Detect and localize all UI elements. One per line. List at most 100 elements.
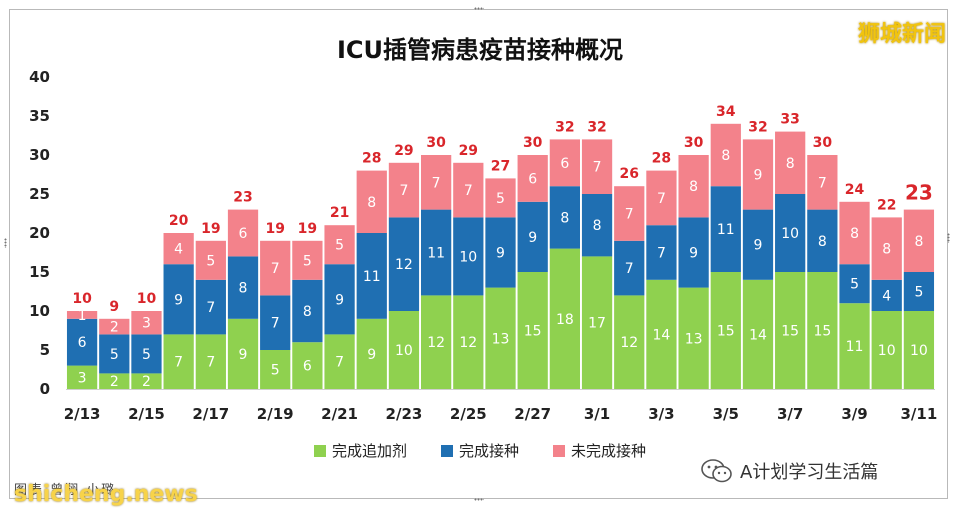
- bar-total-label: 23: [905, 181, 933, 205]
- bar-total-label: 28: [362, 151, 381, 167]
- legend: 完成追加剂 完成接种 未完成接种: [0, 440, 960, 461]
- bar-segment-vaccinated: [453, 217, 484, 296]
- bar-label-booster: 10: [878, 343, 896, 359]
- bar-segment-unvaccinated: [324, 225, 355, 265]
- bar-label-vaccinated: 9: [528, 230, 537, 246]
- y-tick-label: 25: [29, 185, 50, 203]
- bar-label-vaccinated: 8: [818, 234, 827, 250]
- bar-label-booster: 13: [492, 331, 510, 347]
- bar-label-vaccinated: 6: [78, 335, 87, 351]
- bar-label-booster: 18: [556, 312, 574, 328]
- bar-segment-booster: [710, 272, 741, 389]
- bar-label-unvaccinated: 8: [721, 148, 730, 164]
- bar-segment-booster: [614, 295, 645, 389]
- bar-label-unvaccinated: 7: [464, 183, 473, 199]
- bar-total-label: 32: [748, 119, 767, 135]
- bar-segment-vaccinated: [549, 186, 580, 249]
- bar-label-booster: 9: [239, 347, 248, 363]
- bar-label-vaccinated: 8: [239, 281, 248, 297]
- bar-label-booster: 2: [142, 374, 151, 390]
- bar-label-unvaccinated: 8: [367, 195, 376, 211]
- bar-segment-booster: [324, 334, 355, 389]
- bar-segment-unvaccinated: [227, 209, 259, 257]
- watermark: shicheng.news: [14, 482, 198, 507]
- bar-label-vaccinated: 7: [206, 300, 215, 316]
- bar-segment-booster: [195, 334, 226, 389]
- bar-total-label: 22: [877, 197, 896, 213]
- bar-segment-booster: [66, 365, 98, 389]
- bar-segment-unvaccinated: [775, 131, 806, 194]
- chart-source-credit: 图表 曾翔 小璐: [14, 483, 117, 498]
- bar-label-booster: 7: [206, 355, 215, 371]
- bar-segment-vaccinated: [131, 334, 162, 374]
- bar-segment-vaccinated: [839, 264, 870, 304]
- bar-segment-vaccinated: [646, 225, 677, 280]
- bar-segment-vaccinated: [260, 295, 291, 350]
- bar-segment-booster: [292, 342, 323, 389]
- bar-label-booster: 15: [813, 324, 831, 340]
- bar-segment-booster: [485, 287, 516, 389]
- bar-label-booster: 17: [588, 316, 606, 332]
- wechat-account-name: A计划学习生活篇: [740, 462, 879, 483]
- bar-label-vaccinated: 9: [335, 292, 344, 308]
- bar-segment-booster: [903, 311, 935, 389]
- x-tick-label: 3/5: [713, 405, 739, 423]
- bar-label-vaccinated: 9: [496, 246, 505, 262]
- y-tick-label: 0: [40, 380, 50, 398]
- bar-label-unvaccinated: 7: [593, 160, 602, 176]
- legend-swatch-vaccinated: [440, 444, 453, 457]
- bar-label-vaccinated: 8: [593, 218, 602, 234]
- bar-segment-unvaccinated: [131, 311, 162, 335]
- bar-segment-vaccinated: [807, 209, 838, 272]
- bar-total-label: 21: [330, 205, 349, 221]
- bar-segment-unvaccinated: [839, 201, 870, 265]
- bar-label-unvaccinated: 7: [432, 175, 441, 191]
- legend-label-booster: 完成追加剂: [331, 442, 407, 460]
- bar-label-unvaccinated: 8: [689, 179, 698, 195]
- bar-segment-vaccinated: [99, 334, 130, 374]
- bar-segment-unvaccinated: [742, 139, 774, 210]
- bar-segment-booster: [421, 295, 452, 389]
- resize-handle-left[interactable]: [4, 238, 7, 248]
- bar-total-label: 9: [109, 299, 119, 315]
- bar-label-vaccinated: 7: [625, 261, 634, 277]
- bar-label-vaccinated: 4: [882, 288, 891, 304]
- x-tick-label: 2/25: [450, 405, 487, 423]
- bar-segment-unvaccinated: [356, 170, 387, 233]
- bar-segment-booster: [453, 295, 484, 389]
- x-tick-label: 2/23: [386, 405, 423, 423]
- x-tick-label: 2/19: [257, 405, 294, 423]
- bar-segment-vaccinated: [66, 318, 98, 366]
- bar-segment-unvaccinated: [517, 155, 548, 202]
- bar-label-booster: 14: [653, 327, 671, 343]
- bar-label-booster: 15: [717, 324, 735, 340]
- bar-label-booster: 14: [749, 327, 767, 343]
- bar-total-label: 24: [845, 182, 865, 198]
- bar-total-label: 33: [780, 112, 799, 128]
- bar-segment-unvaccinated: [66, 311, 98, 319]
- x-tick-label: 3/9: [841, 405, 867, 423]
- bar-segment-booster: [260, 350, 291, 389]
- bar-label-unvaccinated: 9: [754, 168, 763, 184]
- bar-label-unvaccinated: 5: [206, 253, 215, 269]
- bar-label-unvaccinated: 1: [78, 308, 87, 324]
- resize-handle-top[interactable]: [474, 7, 484, 10]
- bar-segment-booster: [227, 318, 259, 389]
- x-tick-label: 2/21: [321, 405, 358, 423]
- y-tick-label: 15: [29, 263, 50, 281]
- bar-label-vaccinated: 9: [689, 246, 698, 262]
- bar-segment-booster: [807, 272, 838, 389]
- resize-handle-bottom[interactable]: [474, 498, 484, 501]
- bar-total-label: 20: [169, 213, 189, 229]
- bar-segment-vaccinated: [517, 201, 548, 272]
- x-tick-label: 3/7: [777, 405, 803, 423]
- legend-swatch-booster: [313, 444, 326, 457]
- bar-label-booster: 15: [524, 324, 542, 340]
- resize-handle-right[interactable]: [947, 233, 950, 243]
- bar-label-unvaccinated: 8: [914, 234, 923, 250]
- bar-label-unvaccinated: 8: [850, 226, 859, 242]
- bar-label-vaccinated: 9: [754, 238, 763, 254]
- bar-label-unvaccinated: 4: [174, 242, 183, 258]
- bar-label-booster: 10: [395, 343, 413, 359]
